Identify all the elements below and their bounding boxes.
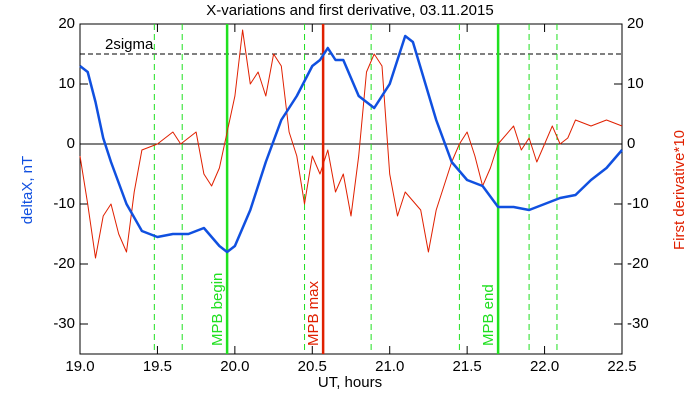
y-tick-label: -20	[53, 255, 75, 272]
x-tick-label: 19.0	[65, 358, 94, 375]
y2-tick-label: -10	[627, 195, 649, 212]
y2-tick-label: -30	[627, 315, 649, 332]
x-tick-label: 22.5	[607, 358, 636, 375]
data-line	[79, 29, 623, 259]
y2-tick-label: 0	[627, 135, 635, 152]
x-tick-label: 20.5	[298, 358, 327, 375]
chart-title: X-variations and first derivative, 03.11…	[206, 2, 493, 19]
reference-label: 2sigma	[105, 36, 154, 53]
y-axis-label: deltaX, nT	[19, 156, 36, 224]
marker-label: MPB begin	[209, 273, 226, 346]
x-tick-label: 19.5	[143, 358, 172, 375]
marker-label: MPB end	[480, 284, 497, 346]
y2-tick-label: 20	[627, 15, 644, 32]
y2-tick-label: 10	[627, 75, 644, 92]
y2-tick-label: -20	[627, 255, 649, 272]
marker-label: MPB max	[305, 280, 322, 346]
y-tick-label: -10	[53, 195, 75, 212]
x-tick-label: 21.5	[453, 358, 482, 375]
y-tick-label: -30	[53, 315, 75, 332]
x-tick-label: 20.0	[220, 358, 249, 375]
y-tick-label: 10	[58, 75, 75, 92]
x-tick-label: 21.0	[375, 358, 404, 375]
x-tick-label: 22.0	[530, 358, 559, 375]
y-tick-label: 0	[67, 135, 75, 152]
x-axis-label: UT, hours	[318, 374, 382, 391]
plot-frame	[79, 23, 623, 355]
y2-axis-label: First derivative*10	[671, 130, 688, 250]
data-line	[79, 34, 623, 254]
y-tick-label: 20	[58, 15, 75, 32]
